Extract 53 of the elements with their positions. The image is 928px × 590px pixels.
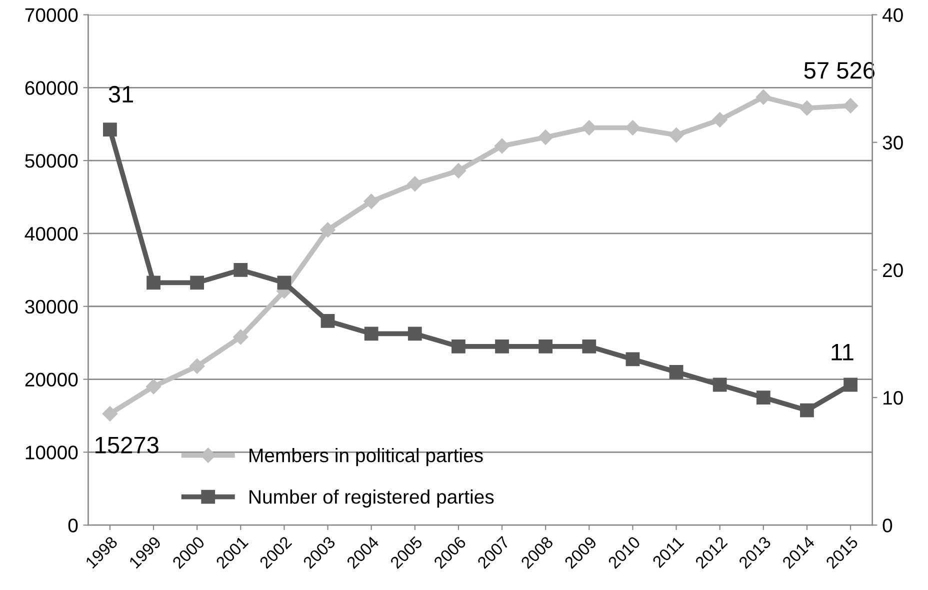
point bbox=[146, 379, 162, 394]
y-tick-label: 30000 bbox=[25, 300, 78, 314]
y-tick-label: 50000 bbox=[25, 154, 78, 168]
point bbox=[668, 127, 684, 143]
y-tick-label: 0 bbox=[68, 518, 78, 532]
data-label: 15273 bbox=[96, 436, 158, 454]
point bbox=[582, 340, 596, 354]
y2-tick-label: 40 bbox=[882, 8, 903, 22]
point bbox=[320, 222, 336, 238]
y2-tick-label: 30 bbox=[882, 136, 903, 150]
point bbox=[234, 262, 248, 277]
point bbox=[407, 176, 422, 192]
point bbox=[277, 276, 292, 290]
point bbox=[538, 130, 554, 145]
point bbox=[102, 406, 118, 422]
point bbox=[626, 352, 640, 366]
y-tick-label: 20000 bbox=[25, 372, 78, 387]
point bbox=[799, 100, 815, 116]
point bbox=[756, 90, 771, 105]
point bbox=[582, 120, 597, 136]
point bbox=[190, 358, 205, 374]
point bbox=[450, 163, 466, 178]
y2-tick-label: 20 bbox=[883, 263, 903, 278]
y2-tick-label: 0 bbox=[882, 518, 892, 532]
legend-label: Members in political parties bbox=[250, 448, 483, 466]
data-label: 11 bbox=[832, 344, 854, 360]
data-label: 31 bbox=[108, 86, 134, 103]
point bbox=[494, 138, 510, 154]
point bbox=[190, 276, 204, 290]
point bbox=[408, 326, 422, 341]
point bbox=[756, 390, 770, 404]
point bbox=[712, 112, 728, 128]
point bbox=[495, 340, 509, 354]
y2-tick-label: 10 bbox=[884, 390, 903, 405]
y-tick-label: 10000 bbox=[26, 446, 78, 460]
point bbox=[712, 378, 727, 392]
point bbox=[538, 340, 553, 354]
point bbox=[669, 365, 684, 379]
point bbox=[364, 194, 379, 209]
point bbox=[452, 340, 466, 354]
point bbox=[102, 122, 117, 137]
y-tick-label: 60000 bbox=[25, 81, 78, 95]
legend-label: Number of registered parties bbox=[250, 489, 494, 508]
point bbox=[800, 403, 814, 418]
y-tick-label: 70000 bbox=[25, 8, 78, 22]
point bbox=[320, 314, 335, 328]
point bbox=[233, 329, 248, 345]
point bbox=[146, 276, 160, 290]
data-label: 57 526 bbox=[804, 62, 874, 79]
point bbox=[364, 326, 378, 341]
point bbox=[844, 378, 858, 392]
y-tick-label: 40000 bbox=[24, 226, 78, 241]
point bbox=[625, 120, 640, 136]
